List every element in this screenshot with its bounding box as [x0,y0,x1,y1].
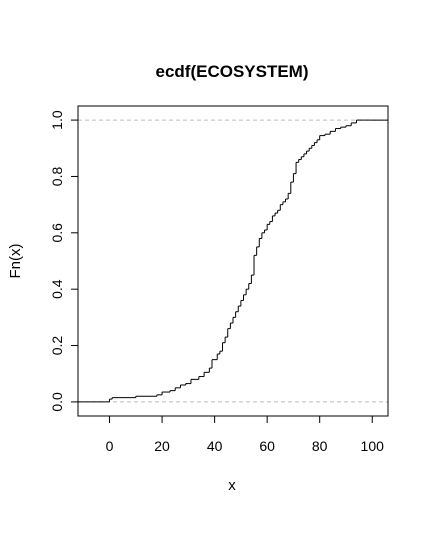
x-tick-label: 80 [312,438,328,454]
plot-frame [77,105,389,417]
x-axis: 0 20 40 60 80 100 [106,415,385,454]
y-axis-label: Fn(x) [7,244,24,279]
y-tick-label: 1.0 [49,110,65,130]
x-tick-label: 40 [207,438,223,454]
y-tick-label: 0.8 [49,167,65,187]
chart-title: ecdf(ECOSYSTEM) [155,62,308,81]
x-tick-label: 20 [154,438,170,454]
y-tick-label: 0.6 [49,223,65,243]
ecdf-series [78,119,388,403]
y-tick-label: 0.2 [49,336,65,356]
x-tick-label: 100 [361,438,385,454]
x-axis-label: x [228,477,236,494]
y-axis: 0.0 0.2 0.4 0.6 0.8 1.0 [49,110,79,412]
x-tick-label: 0 [106,438,114,454]
y-tick-label: 0.0 [49,392,65,412]
x-tick-label: 60 [259,438,275,454]
y-tick-label: 0.4 [49,279,65,299]
reference-lines [78,119,388,403]
